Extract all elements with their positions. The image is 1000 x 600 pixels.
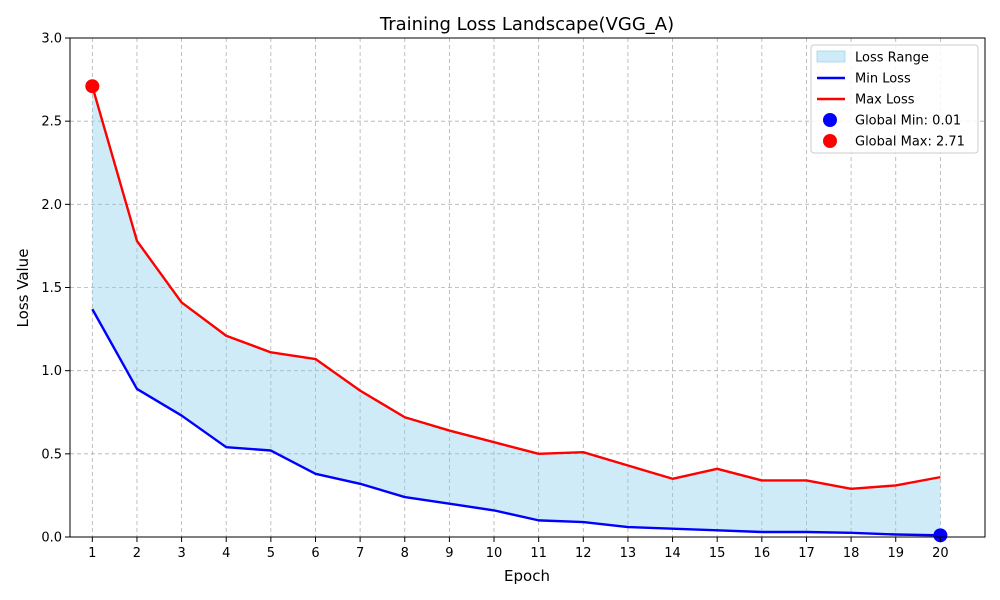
y-tick-label-2: 1.0: [41, 364, 62, 379]
x-tick-label-4: 5: [267, 546, 275, 561]
x-tick-label-2: 3: [177, 546, 185, 561]
x-tick-label-16: 17: [798, 546, 815, 561]
max-loss-line: [91, 85, 941, 490]
x-tick-label-9: 10: [486, 546, 503, 561]
legend-box: [810, 44, 979, 154]
x-tick-label-8: 9: [445, 546, 453, 561]
y-tick-label-1: 0.5: [41, 447, 62, 462]
legend: Loss Range Min Loss Max Loss Global Min: 0.…: [810, 44, 979, 154]
x-tick-label-14: 15: [709, 546, 726, 561]
legend-swatch-loss-range: [816, 50, 846, 63]
x-tick-label-3: 4: [222, 546, 230, 561]
x-tick-label-19: 20: [932, 546, 949, 561]
legend-label-3: Global Min: 0.01: [855, 114, 961, 129]
x-tick-label-11: 12: [575, 546, 592, 561]
x-tick-label-7: 8: [401, 546, 409, 561]
chart-title: Training Loss Landscape(VGG_A): [379, 14, 674, 35]
legend-swatch-global-min: [823, 113, 837, 127]
min-loss-line: [91, 308, 941, 537]
x-tick-label-10: 11: [530, 546, 547, 561]
x-tick-label-0: 1: [88, 546, 96, 561]
global-min-point: [933, 528, 948, 543]
loss-range-fill: [92, 86, 941, 536]
global-max-point: [85, 79, 100, 94]
y-tick-label-6: 3.0: [41, 32, 62, 47]
y-tick-label-0: 0.0: [41, 531, 62, 546]
x-tick-label-13: 14: [664, 546, 681, 561]
x-tick-label-15: 16: [754, 546, 771, 561]
plot-area: 0.00.51.01.52.02.53.01 2 3 4 5 6 7 8 9 10 11 12 13 14…: [41, 32, 986, 561]
y-axis-label: Loss Value: [14, 249, 32, 328]
legend-label-4: Global Max: 2.71: [855, 135, 965, 150]
x-tick-label-18: 19: [887, 546, 904, 561]
x-axis-label: Epoch: [504, 567, 550, 585]
legend-label-2: Max Loss: [855, 93, 915, 108]
x-tick-label-17: 18: [843, 546, 860, 561]
x-tick-label-1: 2: [133, 546, 141, 561]
y-tick-label-5: 2.5: [41, 115, 62, 130]
y-tick-label-4: 2.0: [41, 198, 62, 213]
legend-label-0: Loss Range: [855, 51, 929, 66]
y-tick-label-3: 1.5: [41, 281, 62, 296]
x-tick-label-12: 13: [620, 546, 637, 561]
x-tick-label-5: 6: [311, 546, 319, 561]
legend-swatch-global-max: [823, 134, 837, 148]
x-tick-label-6: 7: [356, 546, 364, 561]
legend-label-1: Min Loss: [855, 72, 911, 87]
